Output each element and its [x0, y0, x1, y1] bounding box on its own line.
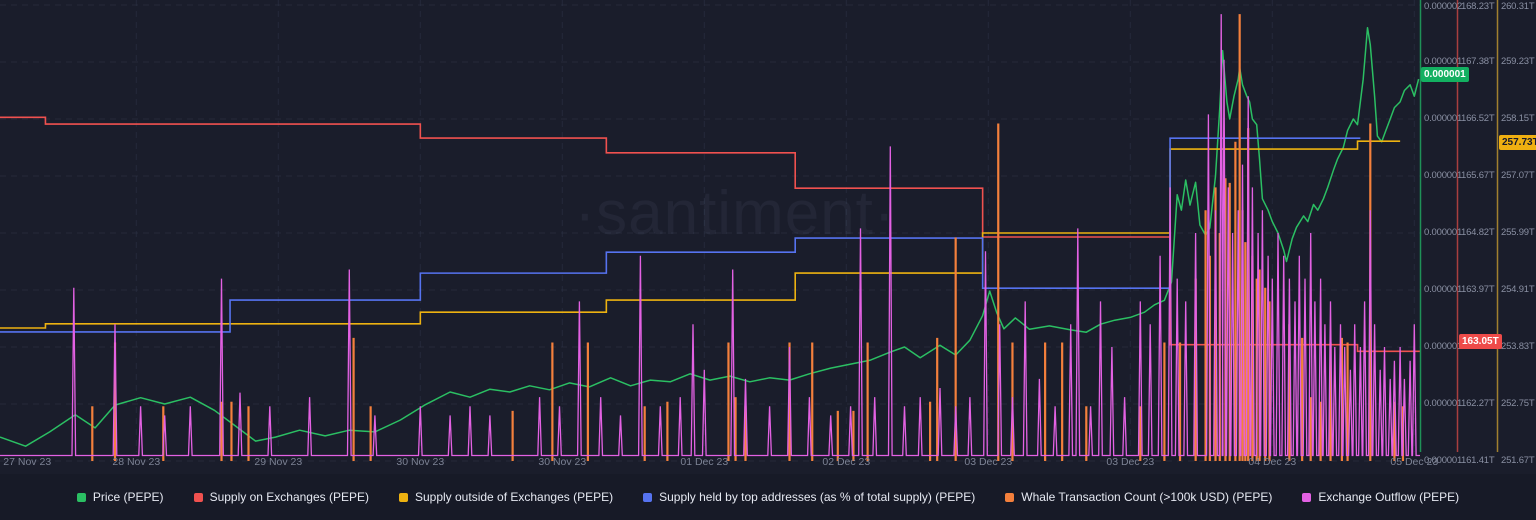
- supply-on-exchanges-axis-tick: 164.82T: [1461, 227, 1495, 238]
- date-axis-label: 02 Dec 23: [822, 456, 871, 468]
- legend-label: Supply outside of Exchanges (PEPE): [414, 490, 614, 504]
- price-axis-tick: 0.000001: [1424, 341, 1463, 352]
- price-axis-tick: 0.000001: [1424, 227, 1463, 238]
- supply-on-exchanges-axis-tick: 162.27T: [1461, 398, 1495, 409]
- supply-outside-axis-tick: 253.83T: [1501, 341, 1535, 352]
- price-axis-tick: 0.000001: [1424, 113, 1463, 124]
- supply-outside-axis-tick: 251.67T: [1501, 455, 1535, 466]
- series-top_addresses: [0, 137, 1361, 333]
- date-axis-label: 05 Dec 23: [1390, 456, 1439, 468]
- price-axis-tick: 0.000001: [1424, 398, 1463, 409]
- legend-label: Supply on Exchanges (PEPE): [209, 490, 369, 504]
- legend-item-outflow[interactable]: Exchange Outflow (PEPE): [1302, 490, 1459, 504]
- supply-outside-axis-tick: 259.23T: [1501, 56, 1535, 67]
- gridlines: [0, 0, 1420, 462]
- supply-outside-last-value-badge: 257.73T: [1499, 135, 1536, 150]
- date-axis-label: 30 Nov 23: [538, 456, 587, 468]
- top_addresses-line: [0, 137, 1361, 333]
- date-axis-label: 27 Nov 23: [3, 456, 52, 468]
- legend-label: Exchange Outflow (PEPE): [1318, 490, 1460, 504]
- supply-on-exchanges-axis-tick: 166.52T: [1461, 113, 1495, 124]
- price-axis-tick: 0.000001: [1424, 56, 1463, 67]
- price-line: [0, 27, 1420, 447]
- legend-item-supply-on-exchanges[interactable]: Supply on Exchanges (PEPE): [193, 490, 369, 504]
- legend-item-whale-tx[interactable]: Whale Transaction Count (>100k USD) (PEP…: [1005, 490, 1272, 504]
- legend-item-price[interactable]: Price (PEPE): [76, 490, 164, 504]
- price-axis-tick: 0.000001: [1424, 170, 1463, 181]
- legend-item-top-addresses[interactable]: Supply held by top addresses (as % of to…: [643, 490, 975, 504]
- legend-marker: [643, 492, 653, 502]
- series-outflow: [0, 14, 1420, 457]
- chart-canvas[interactable]: [0, 0, 1536, 474]
- legend-bar: Price (PEPE) Supply on Exchanges (PEPE) Su…: [0, 474, 1536, 520]
- supply-outside-axis-tick: 257.07T: [1501, 170, 1535, 181]
- date-axis-label: 28 Nov 23: [112, 456, 161, 468]
- price-axis-tick: 0.000002: [1424, 1, 1463, 12]
- price-axis-tick: 0.000001: [1424, 455, 1463, 466]
- supply-outside-axis-tick: 258.15T: [1501, 113, 1535, 124]
- price-last-value-badge: 0.000001: [1421, 67, 1469, 82]
- legend-marker: [398, 492, 408, 502]
- legend-label: Whale Transaction Count (>100k USD) (PEP…: [1021, 490, 1273, 504]
- date-axis-label: 03 Dec 23: [964, 456, 1013, 468]
- supply-outside-axis-tick: 260.31T: [1501, 1, 1535, 12]
- date-axis-label: 29 Nov 23: [254, 456, 303, 468]
- supply-on-exchanges-axis-tick: 167.38T: [1461, 56, 1495, 67]
- santiment-watermark: ·santiment·: [574, 179, 896, 248]
- supply-on-exchanges-axis-tick: 161.41T: [1461, 455, 1495, 466]
- supply-on-exchanges-axis-tick: 168.23T: [1461, 1, 1495, 12]
- legend-marker: [76, 492, 86, 502]
- outflow-line: [0, 14, 1420, 457]
- legend-label: Price (PEPE): [92, 490, 164, 504]
- supply-outside-axis-tick: 252.75T: [1501, 398, 1535, 409]
- legend-marker: [1302, 492, 1312, 502]
- legend-marker: [193, 492, 203, 502]
- series-price: [0, 27, 1420, 447]
- supply-outside-axis-tick: 255.99T: [1501, 227, 1535, 238]
- date-axis-label: 03 Dec 23: [1106, 456, 1155, 468]
- legend-item-supply-outside[interactable]: Supply outside of Exchanges (PEPE): [398, 490, 614, 504]
- legend-label: Supply held by top addresses (as % of to…: [659, 490, 976, 504]
- supply_outside-line: [0, 140, 1401, 329]
- date-axis-label: 01 Dec 23: [680, 456, 729, 468]
- supply-outside-axis-tick: 254.91T: [1501, 284, 1535, 295]
- series-supply_outside: [0, 140, 1401, 329]
- supply-on-exchanges-axis-tick: 163.97T: [1461, 284, 1495, 295]
- date-axis-label: 04 Dec 23: [1248, 456, 1297, 468]
- supply-on-exchanges-axis-tick: 165.67T: [1461, 170, 1495, 181]
- legend: Price (PEPE) Supply on Exchanges (PEPE) Su…: [76, 490, 1459, 504]
- legend-marker: [1005, 492, 1015, 502]
- price-axis-tick: 0.000001: [1424, 284, 1463, 295]
- supply-on-exchanges-last-value-badge: 163.05T: [1459, 334, 1502, 349]
- date-axis-label: 30 Nov 23: [396, 456, 445, 468]
